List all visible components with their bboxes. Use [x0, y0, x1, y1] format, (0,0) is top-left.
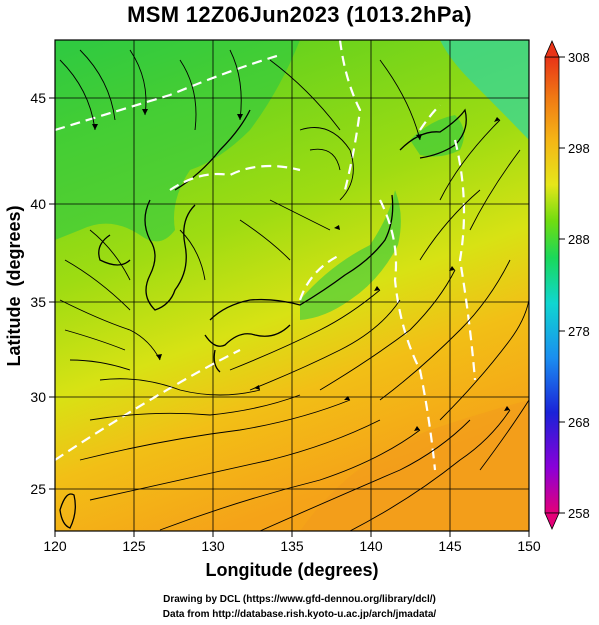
y-tick-labels: 45 40 35 30 25 [30, 90, 46, 497]
x-tick-label: 135 [280, 538, 304, 554]
colorbar-tick-label: 288 [568, 232, 590, 247]
land-areas [55, 40, 464, 320]
map-plot-area [55, 40, 529, 531]
x-tick-label: 125 [122, 538, 146, 554]
y-tick-label: 25 [30, 481, 46, 497]
colorbar-min-arrow [544, 512, 560, 530]
y-axis-label: Latitude (degrees) [4, 205, 24, 366]
colorbar-tick-label: 258 [568, 506, 590, 521]
x-tick-labels: 120 125 130 135 140 145 150 [43, 538, 541, 554]
x-axis-label: Longitude (degrees) [205, 560, 378, 580]
wind-streamlines [59, 49, 529, 531]
y-tick-label: 40 [30, 196, 46, 212]
streamline-arrowheads [92, 109, 510, 431]
colorbar-tick-label: 268 [568, 415, 590, 430]
cold-region-northeast [440, 40, 529, 140]
y-tick-label: 45 [30, 90, 46, 106]
axis-ticks [49, 97, 530, 537]
lat-lon-grid [55, 40, 529, 531]
colorbar-tick-label: 278 [568, 324, 590, 339]
x-tick-label: 140 [359, 538, 383, 554]
credits: Drawing by DCL (https://www.gfd-dennou.o… [0, 592, 599, 622]
colorbar-tick-label: 298 [568, 141, 590, 156]
y-tick-label: 35 [30, 294, 46, 310]
x-tick-label: 120 [43, 538, 67, 554]
colorbar-tick-label: 308 [568, 50, 590, 65]
warm-region-south [300, 400, 529, 531]
x-tick-label: 130 [201, 538, 225, 554]
colorbar: 308 298 288 278 268 258 [544, 40, 590, 530]
x-tick-label: 145 [438, 538, 462, 554]
map-title: MSM 12Z06Jun2023 (1013.2hPa) [127, 2, 472, 27]
x-tick-label: 150 [517, 538, 541, 554]
y-tick-label: 30 [30, 389, 46, 405]
credit-data-source: Data from http://database.rish.kyoto-u.a… [162, 609, 437, 620]
colorbar-gradient [544, 56, 560, 514]
colorbar-max-arrow [544, 40, 560, 58]
credit-drawing: Drawing by DCL (https://www.gfd-dennou.o… [163, 594, 436, 605]
